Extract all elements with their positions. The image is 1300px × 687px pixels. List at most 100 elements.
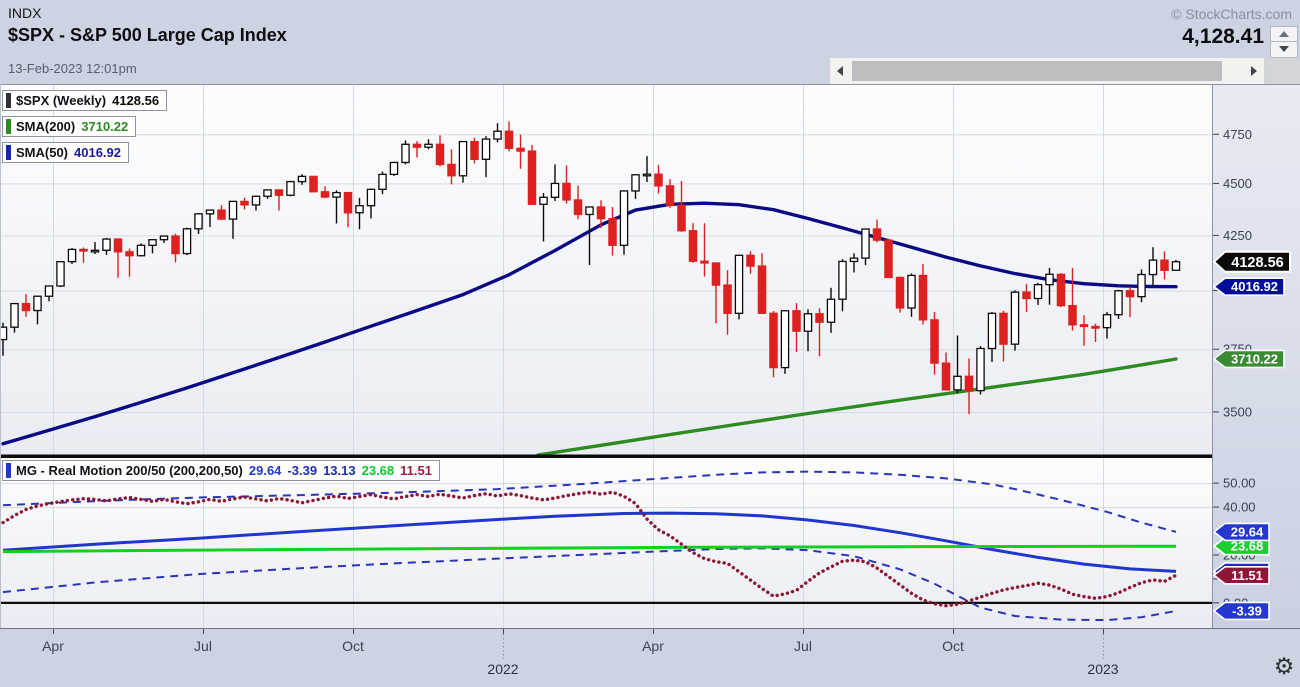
candle bbox=[401, 143, 410, 164]
svg-text:29.64: 29.64 bbox=[1231, 524, 1264, 539]
candle bbox=[355, 205, 364, 214]
spinner-up-button[interactable] bbox=[1271, 27, 1297, 42]
panel-separator bbox=[0, 454, 1212, 458]
candle bbox=[171, 235, 180, 255]
candle bbox=[780, 310, 790, 369]
candle bbox=[194, 213, 203, 230]
indicator-tick-label: 40.00 bbox=[1223, 500, 1256, 515]
candle bbox=[10, 302, 19, 328]
candle bbox=[861, 228, 870, 259]
candle bbox=[930, 319, 939, 364]
candle bbox=[1045, 273, 1054, 286]
candle bbox=[182, 228, 192, 255]
candle bbox=[734, 254, 744, 314]
x-axis-label: Jul bbox=[194, 638, 212, 654]
settings-button[interactable]: ⚙ bbox=[1269, 653, 1299, 681]
legend-value: -3.39 bbox=[287, 463, 318, 478]
candle bbox=[493, 130, 502, 140]
candle bbox=[987, 312, 997, 350]
candle bbox=[412, 143, 422, 148]
spinner-down-button[interactable] bbox=[1271, 42, 1297, 56]
candle bbox=[1033, 283, 1043, 300]
candle bbox=[619, 190, 629, 246]
up-arrow-icon bbox=[1279, 31, 1289, 37]
candle bbox=[642, 173, 652, 177]
price-badge: 11.51 bbox=[1212, 566, 1270, 585]
svg-text:3710.22: 3710.22 bbox=[1231, 351, 1278, 366]
sma200-line bbox=[536, 357, 1178, 457]
chart-datetime: 13-Feb-2023 12:01pm bbox=[8, 61, 137, 76]
candle bbox=[1056, 273, 1066, 307]
candle bbox=[872, 228, 882, 241]
candle bbox=[550, 182, 560, 198]
x-axis-label: Oct bbox=[342, 638, 364, 654]
horizontal-scrollbar[interactable] bbox=[830, 58, 1264, 84]
candle bbox=[700, 260, 709, 264]
legend-marker bbox=[6, 463, 11, 478]
candle bbox=[1137, 273, 1146, 298]
candle bbox=[458, 140, 468, 177]
indicator-tick-label: 50.00 bbox=[1223, 476, 1256, 491]
candle bbox=[539, 196, 548, 205]
candle bbox=[274, 189, 284, 196]
last-price-readout: 4,128.41 bbox=[1182, 25, 1264, 48]
candle bbox=[240, 200, 249, 206]
candle bbox=[815, 313, 824, 323]
candle bbox=[125, 251, 134, 257]
candle bbox=[516, 147, 525, 152]
candle bbox=[21, 302, 31, 312]
scrollbar-corner bbox=[1265, 58, 1300, 84]
candle bbox=[0, 326, 8, 341]
candle bbox=[665, 185, 675, 206]
candle bbox=[1079, 324, 1089, 328]
momentum-blue-line bbox=[2, 511, 1177, 573]
candle bbox=[263, 189, 272, 197]
legend-value: 13.13 bbox=[323, 463, 356, 478]
candle bbox=[1102, 314, 1112, 329]
candle bbox=[677, 204, 686, 232]
candle bbox=[435, 143, 445, 166]
candle bbox=[723, 284, 732, 314]
exchange-label: INDX bbox=[8, 5, 42, 21]
candle bbox=[1091, 325, 1100, 329]
down-arrow-icon bbox=[1279, 46, 1289, 52]
candle bbox=[769, 312, 778, 369]
candle bbox=[711, 262, 721, 286]
candle bbox=[309, 175, 318, 193]
scrollbar-right-button[interactable] bbox=[1248, 65, 1260, 77]
legend-value: 11.51 bbox=[400, 463, 432, 478]
candle bbox=[205, 209, 215, 215]
candle bbox=[849, 257, 859, 263]
candle bbox=[999, 312, 1008, 345]
candle bbox=[447, 163, 456, 177]
price-tick-label: 4250 bbox=[1223, 228, 1252, 243]
candle bbox=[148, 239, 157, 246]
x-axis-year-label: 2022 bbox=[487, 661, 518, 677]
candle bbox=[217, 209, 226, 220]
upper-band-line bbox=[2, 470, 1177, 533]
candle bbox=[44, 285, 54, 297]
candle bbox=[113, 238, 123, 253]
candle bbox=[320, 191, 330, 198]
candle bbox=[90, 249, 100, 253]
indicator-plot-area bbox=[0, 458, 1212, 628]
main-plot-area bbox=[0, 84, 1212, 455]
candle bbox=[654, 173, 663, 187]
candle bbox=[1114, 290, 1123, 316]
scrollbar-left-button[interactable] bbox=[834, 65, 846, 77]
candle bbox=[470, 140, 479, 160]
candle bbox=[884, 239, 893, 279]
candle bbox=[527, 150, 537, 205]
svg-text:11.51: 11.51 bbox=[1231, 568, 1263, 583]
legend-label: $SPX (Weekly) bbox=[16, 93, 107, 108]
lower-band-line bbox=[2, 547, 1177, 622]
candle bbox=[596, 206, 606, 220]
candle bbox=[1068, 305, 1077, 326]
legend-marker bbox=[6, 145, 11, 160]
scrollbar-thumb[interactable] bbox=[852, 61, 1222, 81]
legend-label: MG - Real Motion 200/50 (200,200,50) bbox=[16, 463, 243, 478]
legend-item: SMA(200) 3710.22 bbox=[2, 116, 137, 137]
price-badge: 4016.92 bbox=[1212, 277, 1285, 296]
